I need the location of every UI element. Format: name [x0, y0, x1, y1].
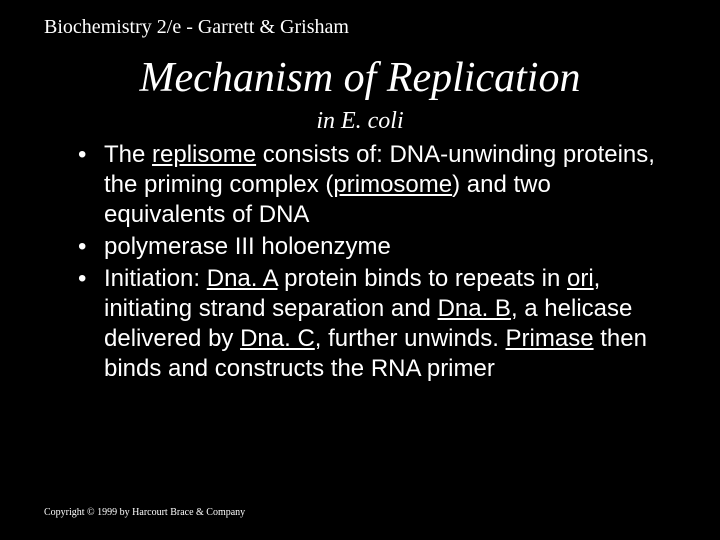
underlined-term: ori [567, 265, 594, 292]
text-run: protein binds to repeats in [277, 265, 567, 292]
underlined-term: Dna. B [438, 295, 511, 322]
underlined-term: primosome [333, 171, 452, 198]
bullet-item: The replisome consists of: DNA-unwinding… [78, 140, 668, 230]
text-run: polymerase III holoenzyme [104, 233, 391, 260]
text-run: Initiation: [104, 265, 207, 292]
slide: Biochemistry 2/e - Garrett & Grisham Mec… [0, 0, 720, 540]
text-run: The [104, 141, 152, 168]
slide-body: The replisome consists of: DNA-unwinding… [78, 140, 668, 386]
underlined-term: replisome [152, 141, 256, 168]
bullet-item: Initiation: Dna. A protein binds to repe… [78, 264, 668, 384]
bullet-list: The replisome consists of: DNA-unwinding… [78, 140, 668, 384]
underlined-term: Dna. C [240, 325, 315, 352]
underlined-term: Primase [506, 325, 594, 352]
copyright-footer: Copyright © 1999 by Harcourt Brace & Com… [44, 507, 245, 518]
textbook-header: Biochemistry 2/e - Garrett & Grisham [44, 16, 349, 39]
slide-subtitle: in E. coli [0, 108, 720, 135]
bullet-item: polymerase III holoenzyme [78, 232, 668, 262]
underlined-term: Dna. A [207, 265, 278, 292]
slide-title: Mechanism of Replication [0, 54, 720, 102]
text-run: , further unwinds. [315, 325, 506, 352]
